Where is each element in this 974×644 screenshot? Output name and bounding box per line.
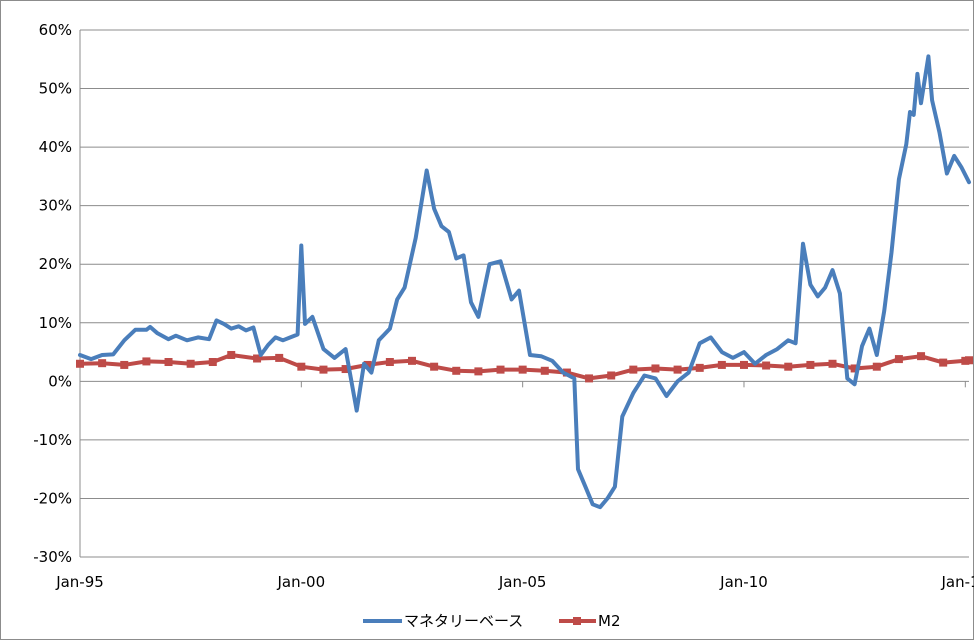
series-marker <box>297 362 306 371</box>
y-tick-label: 60% <box>39 21 72 39</box>
series-marker <box>227 350 236 359</box>
y-tick-label: -30% <box>33 548 72 566</box>
series-marker <box>208 358 217 367</box>
series-marker <box>762 361 771 370</box>
series-marker <box>651 364 660 373</box>
series-marker <box>518 365 527 374</box>
y-tick-label: 30% <box>39 197 72 215</box>
y-tick-label: 0% <box>48 372 72 390</box>
series-marker <box>363 360 372 369</box>
series-marker <box>828 359 837 368</box>
axes <box>79 30 969 557</box>
series-marker <box>452 366 461 375</box>
series-marker <box>917 352 926 361</box>
x-axis-tick-labels: Jan-95 Jan-00 Jan-05 Jan-10 Jan-15 <box>55 573 974 591</box>
y-tick-label: 10% <box>39 314 72 332</box>
series-marker <box>76 359 84 368</box>
series-marker <box>939 358 948 367</box>
series-marker <box>253 354 262 363</box>
series-marker <box>474 367 483 376</box>
series-marker <box>673 365 682 374</box>
series-marker <box>341 365 350 374</box>
y-tick-label: 50% <box>39 80 72 98</box>
y-tick-label: -10% <box>33 431 72 449</box>
x-tick-label: Jan-05 <box>498 573 547 591</box>
x-tick-label: Jan-95 <box>55 573 104 591</box>
y-tick-label: 40% <box>39 138 72 156</box>
y-tick-label: -20% <box>33 489 72 507</box>
legend-label: M2 <box>598 612 621 630</box>
series-marker <box>496 365 505 374</box>
series-marker <box>607 371 616 380</box>
series-marker <box>894 355 903 364</box>
series-marker <box>872 362 881 371</box>
series-marker <box>965 356 973 365</box>
y-axis-tick-labels: 60% 50% 40% 30% 20% 10% 0% -10% -20% -30% <box>33 21 72 566</box>
legend: マネタリーベース M2 <box>363 612 621 630</box>
series-marker <box>275 353 284 362</box>
series-marker <box>850 364 859 373</box>
series-marker <box>585 374 594 383</box>
series-lines <box>76 54 973 510</box>
y-tick-label: 20% <box>39 255 72 273</box>
series-marker <box>142 357 151 366</box>
series-marker <box>385 358 394 367</box>
legend-marker <box>573 617 581 625</box>
series-marker <box>98 359 107 368</box>
series-marker <box>120 360 129 369</box>
legend-label: マネタリーベース <box>404 612 523 630</box>
series-0 <box>78 54 971 510</box>
x-tick-label: Jan-10 <box>719 573 768 591</box>
series-marker <box>186 359 195 368</box>
series-marker <box>806 360 815 369</box>
series-marker <box>540 366 549 375</box>
series-marker <box>319 365 328 374</box>
series-marker <box>407 356 416 365</box>
series-marker <box>717 360 726 369</box>
x-tick-label: Jan-00 <box>277 573 326 591</box>
series-marker <box>164 358 173 367</box>
series-marker <box>629 365 638 374</box>
series-marker <box>784 362 793 371</box>
series-marker <box>695 363 704 372</box>
series-marker <box>739 360 748 369</box>
series-line <box>78 54 971 510</box>
x-tick-label: Jan-15 <box>940 573 974 591</box>
series-marker <box>430 362 439 371</box>
